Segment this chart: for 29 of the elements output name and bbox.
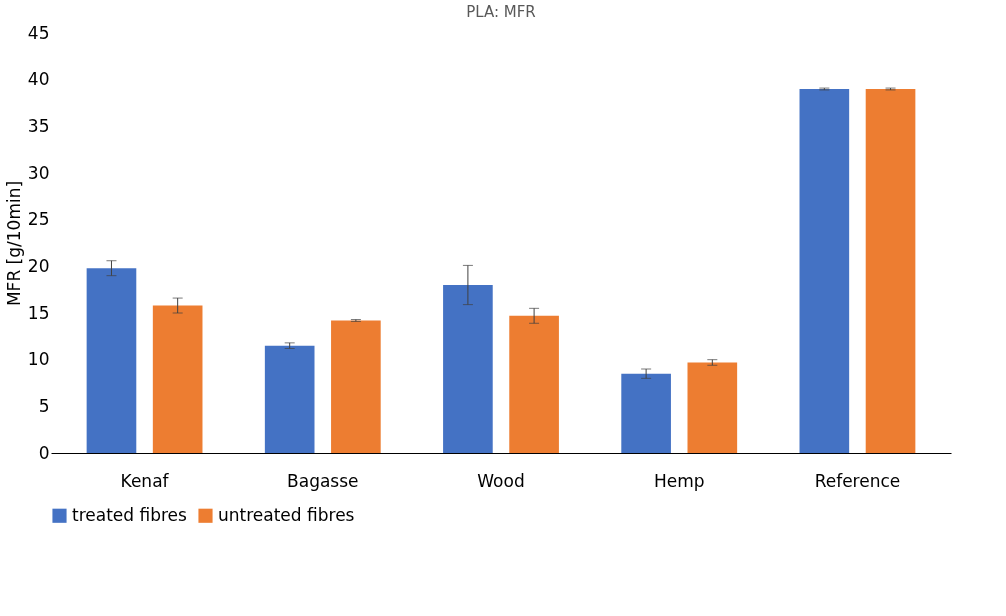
bar: [799, 89, 850, 453]
x-tick-label: Hemp: [653, 470, 705, 491]
bar: [86, 268, 137, 453]
chart-title: PLA: MFR: [466, 3, 536, 21]
y-tick-label: 20: [27, 255, 50, 276]
x-tick-label: Reference: [814, 470, 901, 491]
bar: [509, 315, 559, 453]
y-axis-title: MFR [g/10min]: [3, 180, 24, 307]
legend-label: treated fibres: [72, 504, 188, 525]
x-tick-label: Bagasse: [287, 470, 359, 491]
y-tick-label: 10: [27, 349, 50, 370]
bar: [621, 373, 671, 453]
bar: [264, 345, 315, 453]
bar: [331, 320, 381, 453]
y-tick-label: 0: [38, 442, 50, 463]
y-tick-label: 30: [27, 162, 50, 183]
x-tick-label: Kenaf: [120, 470, 170, 491]
x-tick-label: Wood: [477, 470, 525, 491]
y-tick-label: 5: [38, 395, 50, 416]
bar: [865, 89, 916, 453]
bar: [443, 285, 493, 453]
bar: [152, 305, 203, 453]
legend-label: untreated fibres: [218, 504, 355, 525]
y-tick-label: 25: [27, 209, 50, 230]
bar: [687, 362, 738, 453]
y-tick-label: 35: [27, 115, 50, 136]
y-tick-label: 45: [27, 22, 50, 43]
y-tick-label: 15: [27, 302, 50, 323]
y-tick-label: 40: [27, 69, 50, 90]
